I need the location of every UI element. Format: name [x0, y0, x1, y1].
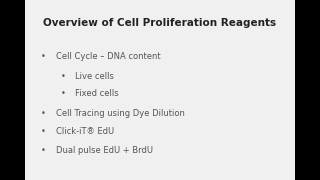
Text: Fixed cells: Fixed cells [75, 89, 119, 98]
Text: Click-iT® EdU: Click-iT® EdU [56, 127, 114, 136]
Text: •: • [41, 127, 46, 136]
Text: Cell Cycle – DNA content: Cell Cycle – DNA content [56, 52, 161, 61]
Text: •: • [41, 52, 46, 61]
Text: •: • [61, 89, 66, 98]
Text: Overview of Cell Proliferation Reagents: Overview of Cell Proliferation Reagents [44, 17, 276, 28]
Text: •: • [61, 72, 66, 81]
Text: •: • [41, 146, 46, 155]
FancyBboxPatch shape [25, 0, 295, 180]
Text: Live cells: Live cells [75, 72, 114, 81]
Text: Cell Tracing using Dye Dilution: Cell Tracing using Dye Dilution [56, 109, 185, 118]
Text: •: • [41, 109, 46, 118]
Text: Dual pulse EdU + BrdU: Dual pulse EdU + BrdU [56, 146, 153, 155]
